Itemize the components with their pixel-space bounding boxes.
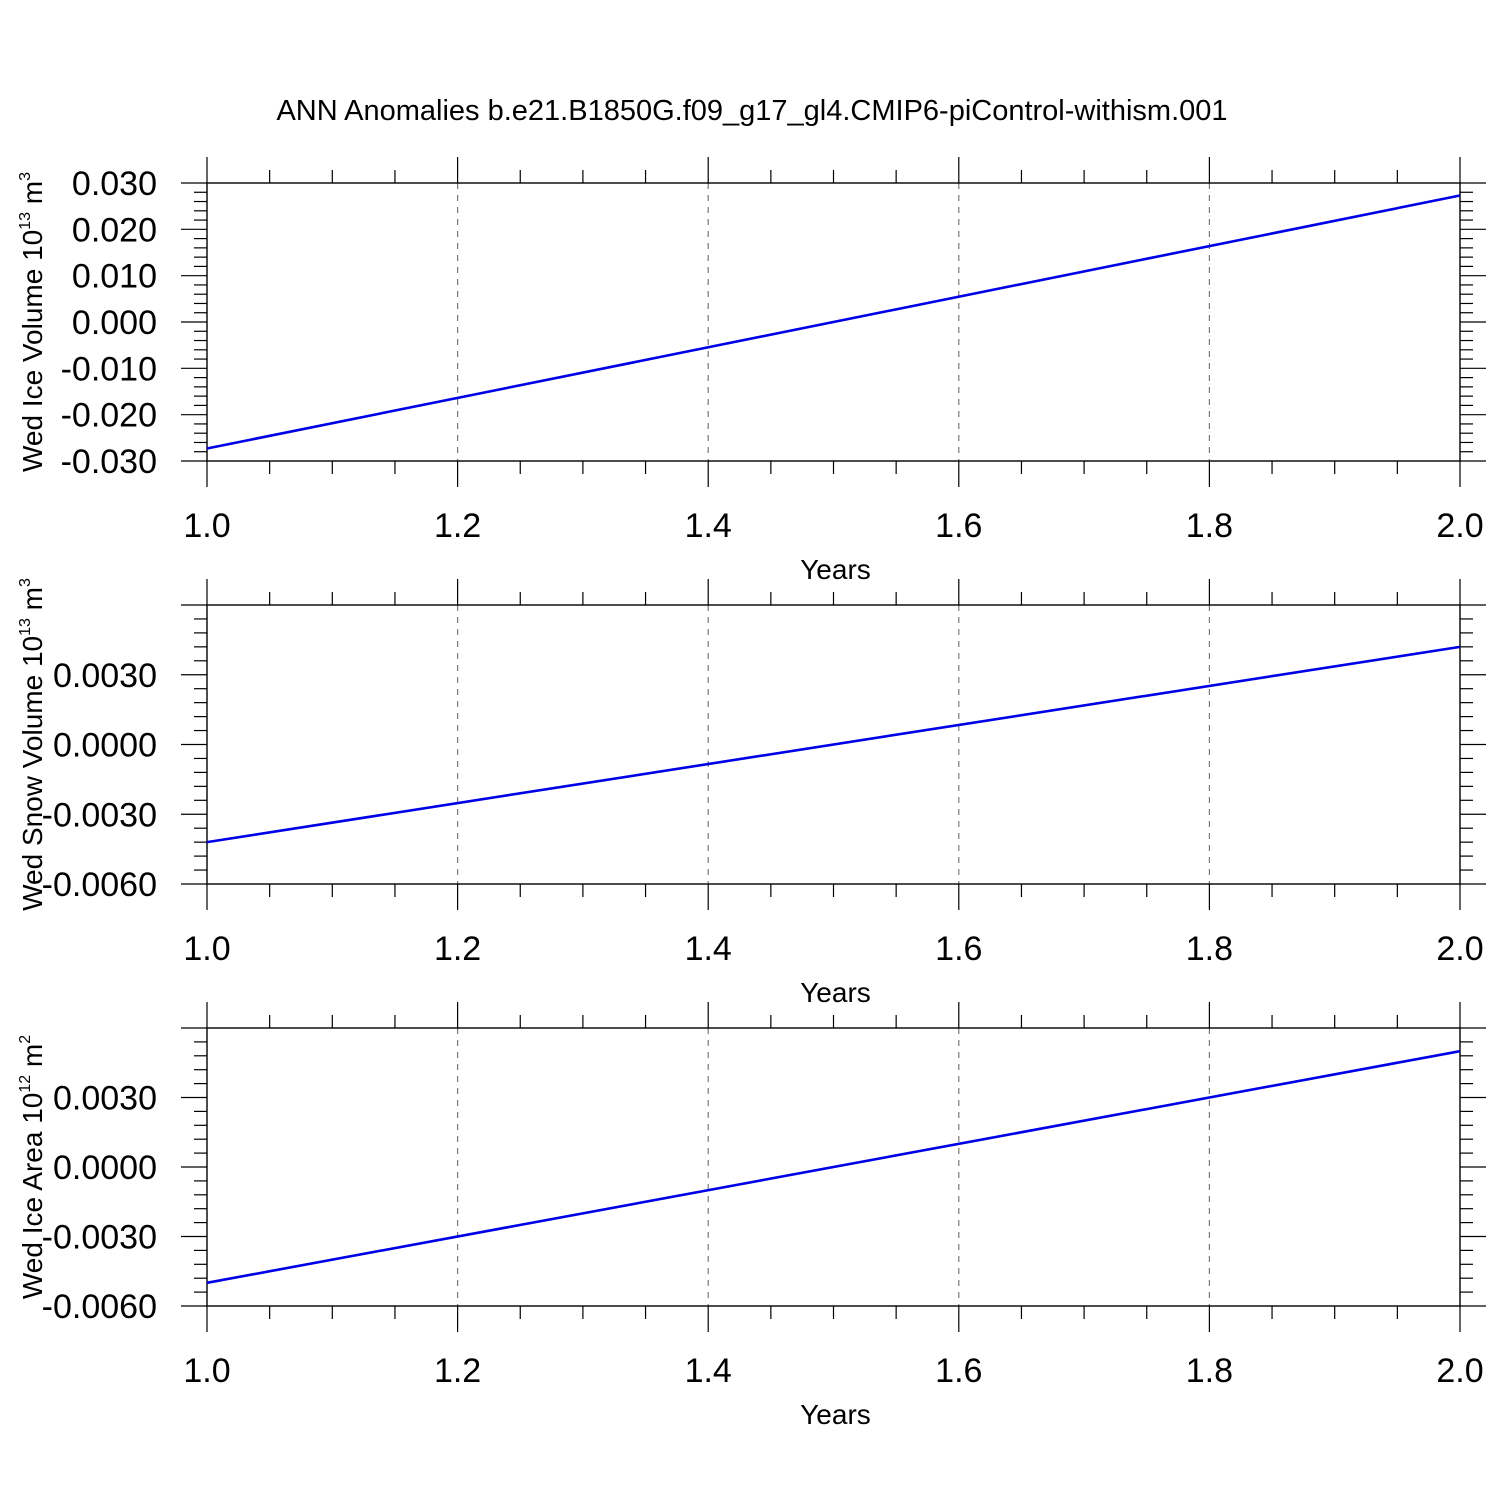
x-tick-label: 1.8 xyxy=(1186,1352,1233,1390)
x-tick-label: 1.2 xyxy=(434,507,481,545)
x-tick-label: 2.0 xyxy=(1436,507,1483,545)
y-tick-label: 0.000 xyxy=(72,304,157,342)
x-axis-label: Years xyxy=(800,977,871,1008)
chart-panel-2: 1.0 1.2 1.4 1.6 1.8 2.0 -0.0060 -0.0030 0.0000 0.… xyxy=(17,578,1486,1008)
x-tick-label: 1.4 xyxy=(685,1352,732,1390)
y-tick-label: 0.020 xyxy=(72,211,157,249)
y-tick-label: 0.030 xyxy=(72,165,157,203)
y-tick-label: -0.0060 xyxy=(42,866,157,904)
chart-panel-1: 1.0 1.2 1.4 1.6 1.8 2.0 -0.030 -0.020 -0.010 0.00… xyxy=(17,157,1486,585)
plot-frame xyxy=(206,1027,1461,1307)
y-tick-label: 0.0030 xyxy=(53,1080,157,1118)
y-tick-label: 0.0000 xyxy=(53,727,157,765)
y-tick-label: -0.0030 xyxy=(42,1219,157,1257)
y-axis-label: Wed Snow Volume 1013 m3 xyxy=(17,578,48,911)
x-tick-label: 2.0 xyxy=(1436,1352,1483,1390)
x-tick-label: 1.6 xyxy=(935,507,982,545)
chart-panel-3: 1.0 1.2 1.4 1.6 1.8 2.0 -0.0060 -0.0030 0.0000 0.… xyxy=(17,1002,1486,1430)
series-line xyxy=(206,194,1461,450)
x-axis-label: Years xyxy=(800,1399,871,1430)
x-tick-label: 1.4 xyxy=(685,507,732,545)
y-axis-label: Wed Ice Area 1012 m2 xyxy=(17,1035,48,1299)
x-tick-label: 1.0 xyxy=(183,507,230,545)
plot-frame xyxy=(206,604,1461,885)
y-axis-label: Wed Ice Volume 1013 m3 xyxy=(17,172,48,472)
y-tick-label: -0.010 xyxy=(61,350,157,388)
x-tick-label: 1.4 xyxy=(685,930,732,968)
y-tick-label: -0.0030 xyxy=(42,796,157,834)
x-tick-label: 1.0 xyxy=(183,930,230,968)
x-tick-label: 1.2 xyxy=(434,930,481,968)
y-tick-label: 0.0030 xyxy=(53,657,157,695)
x-tick-label: 1.6 xyxy=(935,1352,982,1390)
x-tick-label: 1.6 xyxy=(935,930,982,968)
x-tick-label: 1.8 xyxy=(1186,930,1233,968)
y-tick-label: -0.030 xyxy=(61,443,157,481)
series-line xyxy=(206,1049,1461,1285)
panels: 1.0 1.2 1.4 1.6 1.8 2.0 -0.030 -0.020 -0.010 0.00… xyxy=(17,157,1486,1430)
x-tick-label: 2.0 xyxy=(1436,930,1483,968)
plot-frame xyxy=(206,182,1461,462)
x-tick-label: 1.0 xyxy=(183,1352,230,1390)
x-axis-label: Years xyxy=(800,554,871,585)
y-tick-label: -0.0060 xyxy=(42,1288,157,1326)
figure-title: ANN Anomalies b.e21.B1850G.f09_g17_gl4.C… xyxy=(276,95,1227,127)
y-tick-label: 0.010 xyxy=(72,258,157,296)
x-tick-label: 1.8 xyxy=(1186,507,1233,545)
y-tick-label: -0.020 xyxy=(61,397,157,435)
x-tick-label: 1.2 xyxy=(434,1352,481,1390)
y-tick-label: 0.0000 xyxy=(53,1149,157,1187)
series-line xyxy=(206,645,1461,844)
